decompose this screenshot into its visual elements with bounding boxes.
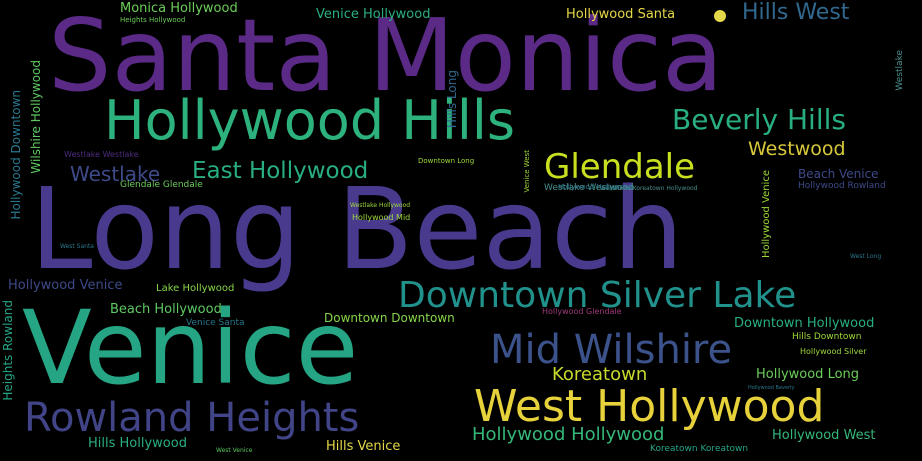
- word-westwood: Westwood: [748, 138, 846, 160]
- word-hollywood-santa: Hollywood Santa: [566, 7, 676, 22]
- word-west-hollywood: West Hollywood: [474, 381, 825, 432]
- word-hills-venice: Hills Venice: [326, 439, 401, 454]
- word-glendale-glendale: Glendale Glendale: [120, 180, 203, 190]
- word-beach-venice: Beach Venice: [798, 167, 879, 181]
- word-lake-hollywood: Lake Hollywood: [156, 283, 235, 294]
- word-hills-long-vertical: Hills Long: [445, 70, 459, 129]
- word-east-hollywood: East Hollywood: [192, 158, 369, 184]
- word-downtown-silver-lake: Downtown Silver Lake: [398, 275, 797, 316]
- word-hollywood-hollywood: Hollywood Hollywood: [472, 424, 665, 445]
- word-hollywood-silver: Hollywood Silver: [800, 347, 867, 356]
- word-beverly-hills: Beverly Hills: [672, 103, 846, 136]
- word-westlake-westlake: Westlake Westlake: [64, 150, 139, 159]
- word-hollywood-beverly: Hollywood Beverly: [748, 385, 795, 391]
- word-downtown-long: Downtown Long: [418, 157, 475, 165]
- word-hollywood-hills: Hollywood Hills: [104, 89, 516, 152]
- word-westwood-koreatown-hollywood: Westwood Koreatown Hollywood: [600, 185, 698, 192]
- word-hollywood-west: Hollywood West: [772, 428, 876, 443]
- word-westlake-westwood: Westlake Westwood: [544, 183, 634, 193]
- word-hills-downtown: Hills Downtown: [792, 332, 862, 342]
- word-hollywood-glendale: Hollywood Glendale: [542, 307, 622, 316]
- word-downtown-hollywood: Downtown Hollywood: [734, 316, 875, 331]
- word-koreatown-koreatown: Koreatown Koreatown: [650, 444, 749, 454]
- word-venice-hollywood: Venice Hollywood: [316, 7, 431, 22]
- word-venice-west-vertical: Venice West: [523, 150, 531, 193]
- word-westlake-hollywood: Westlake Hollywood: [350, 202, 411, 209]
- word-hills-west: Hills West: [742, 0, 850, 25]
- word-hills-hollywood: Hills Hollywood: [88, 436, 187, 451]
- word-santa-monica: Santa Monica: [48, 0, 724, 114]
- word-hollywood-hollywood-small: Hollywood Hollywood: [558, 183, 633, 191]
- word-heights-rowland-vertical: Heights Rowland: [1, 300, 15, 401]
- word-long-beach: Long Beach: [30, 165, 684, 295]
- word-west-long: West Long: [850, 253, 882, 260]
- word-koreatown: Koreatown: [552, 364, 648, 385]
- dot-decoration: [714, 10, 726, 22]
- word-beach-hollywood: Beach Hollywood: [110, 302, 222, 317]
- word-hollywood-rowland: Hollywood Rowland: [798, 181, 886, 191]
- word-glendale: Glendale: [544, 147, 696, 187]
- word-venice: Venice: [22, 289, 359, 408]
- word-westlake-vertical: Westlake: [895, 50, 905, 91]
- word-mid-wilshire: Mid Wilshire: [490, 327, 733, 373]
- word-wilshire-hollywood-vertical: Wilshire Hollywood: [29, 60, 43, 174]
- word-hollywood-mid: Hollywood Mid: [352, 213, 411, 222]
- word-west-santa: West Santa: [60, 243, 94, 250]
- word-downtown-downtown: Downtown Downtown: [324, 311, 455, 325]
- word-hollywood-venice: Hollywood Venice: [8, 278, 123, 293]
- word-monica-hollywood: Monica Hollywood: [120, 1, 238, 16]
- word-hollywood-downtown-vertical: Hollywood Downtown: [9, 90, 23, 220]
- word-westlake: Westlake: [70, 162, 161, 186]
- word-venice-santa: Venice Santa: [186, 318, 245, 328]
- word-heights-hollywood: Heights Hollywood: [120, 16, 186, 24]
- word-rowland-heights: Rowland Heights: [24, 395, 360, 441]
- word-hollywood-long: Hollywood Long: [756, 367, 860, 382]
- word-hollywood-venice-vertical: Hollywood Venice: [761, 170, 772, 259]
- word-west-venice: West Venice: [216, 447, 253, 454]
